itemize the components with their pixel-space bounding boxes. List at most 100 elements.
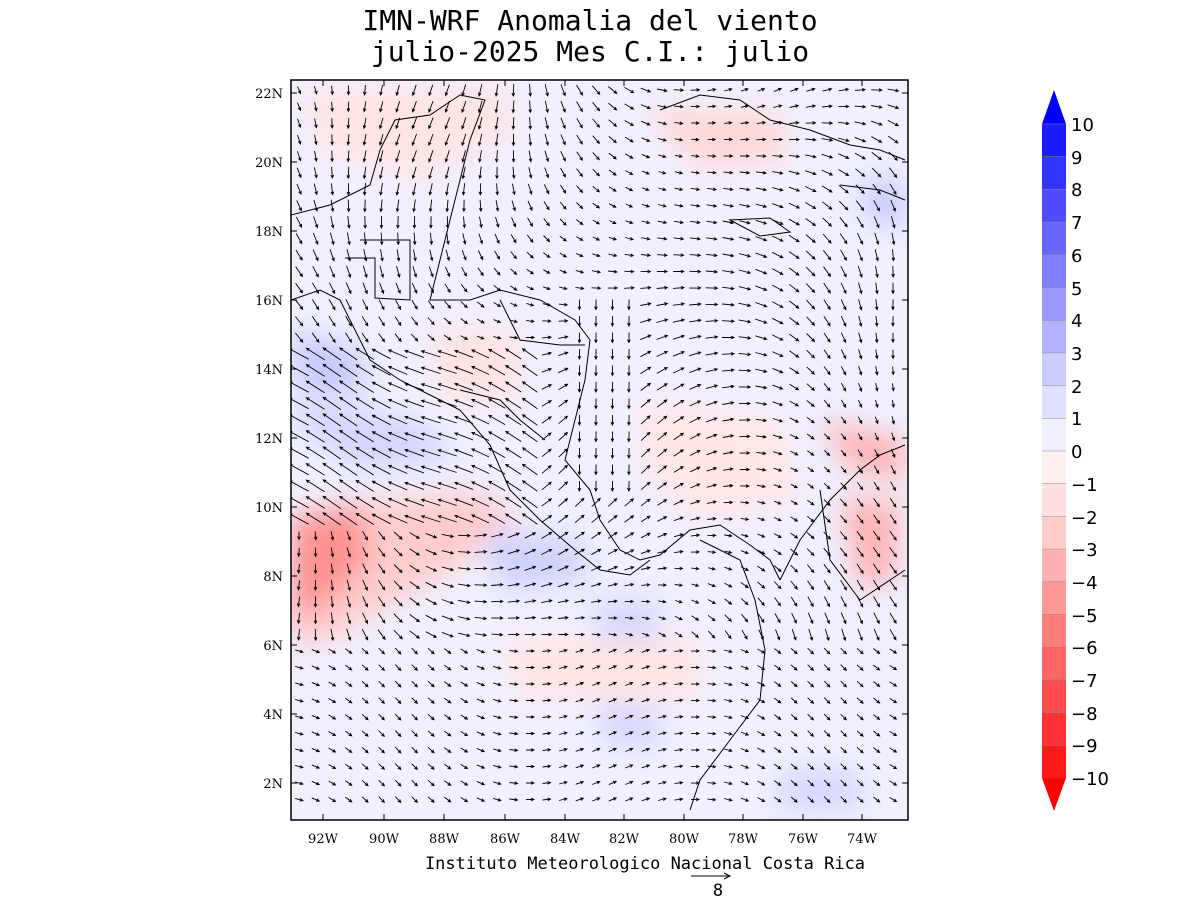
wind-vector xyxy=(576,118,583,129)
wind-vector xyxy=(738,352,752,357)
wind-vector xyxy=(507,549,521,555)
wind-vector xyxy=(640,366,652,375)
wind-vector xyxy=(460,698,469,704)
wind-vector xyxy=(378,763,386,771)
wind-vector xyxy=(840,299,847,311)
wind-vector xyxy=(689,384,702,390)
wind-vector xyxy=(740,104,750,109)
wind-vector xyxy=(488,480,506,491)
wind-vector xyxy=(856,498,864,508)
wind-vector xyxy=(707,154,717,158)
wind-vector xyxy=(594,332,598,344)
wind-vector xyxy=(437,498,457,506)
wind-vector xyxy=(856,697,864,704)
wind-vector xyxy=(387,497,408,507)
wind-vector xyxy=(807,697,815,705)
wind-vector xyxy=(313,579,318,592)
wind-vector xyxy=(396,265,401,278)
wind-vector xyxy=(807,779,815,787)
wind-vector xyxy=(477,133,483,147)
wind-vector xyxy=(491,616,504,620)
wind-vector xyxy=(627,315,631,328)
wind-vector xyxy=(788,170,801,175)
wind-vector xyxy=(322,380,342,394)
wind-vector xyxy=(296,596,301,608)
wind-vector xyxy=(674,549,684,554)
wind-vector xyxy=(338,347,358,361)
wind-vector xyxy=(526,797,536,802)
wind-vector xyxy=(890,216,896,229)
wind-vector xyxy=(528,167,533,179)
wind-vector xyxy=(608,731,618,736)
wind-vector xyxy=(560,117,566,130)
wind-vector xyxy=(739,418,751,422)
wind-vector xyxy=(740,715,750,720)
wind-vector xyxy=(690,698,701,703)
wind-vector xyxy=(361,316,369,327)
wind-vector xyxy=(608,681,618,687)
wind-vector xyxy=(305,413,325,427)
wind-vector xyxy=(640,464,651,474)
wind-vector xyxy=(470,465,490,474)
wind-vector xyxy=(295,216,303,229)
wind-vector xyxy=(674,583,684,587)
wind-vector xyxy=(511,217,517,228)
wind-vector xyxy=(420,383,441,391)
wind-vector xyxy=(393,596,403,607)
wind-vector xyxy=(559,252,568,258)
wind-vector xyxy=(542,698,552,703)
wind-vector xyxy=(875,366,879,376)
wind-vector xyxy=(296,200,302,212)
lon-tick-label: 90W xyxy=(369,832,400,847)
wind-vector xyxy=(592,219,601,225)
wind-vector xyxy=(504,447,522,459)
wind-vector xyxy=(346,166,351,180)
wind-vector xyxy=(773,467,783,472)
wind-vector xyxy=(297,531,301,541)
wind-vector xyxy=(428,266,434,278)
wind-vector xyxy=(476,301,485,308)
wind-vector xyxy=(772,171,784,175)
wind-vector xyxy=(856,547,864,558)
wind-vector xyxy=(855,168,866,177)
wind-vector xyxy=(526,698,536,703)
wind-vector xyxy=(428,199,433,213)
wind-vector xyxy=(641,170,650,175)
colorbar-swatch xyxy=(1042,745,1066,779)
wind-vector xyxy=(873,747,881,754)
wind-vector xyxy=(470,481,490,491)
wind-vector xyxy=(625,203,634,208)
wind-vector xyxy=(591,616,602,620)
wind-vector xyxy=(427,779,435,787)
wind-vector xyxy=(757,747,766,753)
wind-vector xyxy=(461,183,466,196)
wind-vector xyxy=(541,368,553,373)
wind-vector xyxy=(873,763,881,770)
wind-vector xyxy=(870,120,883,126)
wind-vector xyxy=(312,249,319,262)
wind-vector xyxy=(541,351,553,356)
wind-vector xyxy=(838,87,850,92)
wind-vector xyxy=(873,648,881,655)
wind-vector xyxy=(691,599,700,604)
wind-vector xyxy=(610,480,615,493)
wind-vector xyxy=(477,335,485,340)
wind-vector xyxy=(521,447,538,459)
wind-vector xyxy=(404,399,425,408)
wind-vector xyxy=(889,698,898,704)
wind-vector xyxy=(707,121,717,125)
wind-vector xyxy=(872,563,881,575)
wind-vector xyxy=(607,86,618,95)
wind-vector xyxy=(330,166,335,180)
wind-vector xyxy=(558,431,569,441)
wind-vector xyxy=(873,579,881,591)
wind-vector xyxy=(821,138,834,142)
wind-vector xyxy=(857,265,863,278)
wind-vector xyxy=(371,381,391,393)
wind-vector xyxy=(362,530,368,541)
wind-vector xyxy=(774,763,782,770)
wind-vector xyxy=(857,433,863,441)
wind-vector xyxy=(773,565,782,573)
wind-vector xyxy=(707,748,717,752)
wind-vector xyxy=(592,253,601,258)
